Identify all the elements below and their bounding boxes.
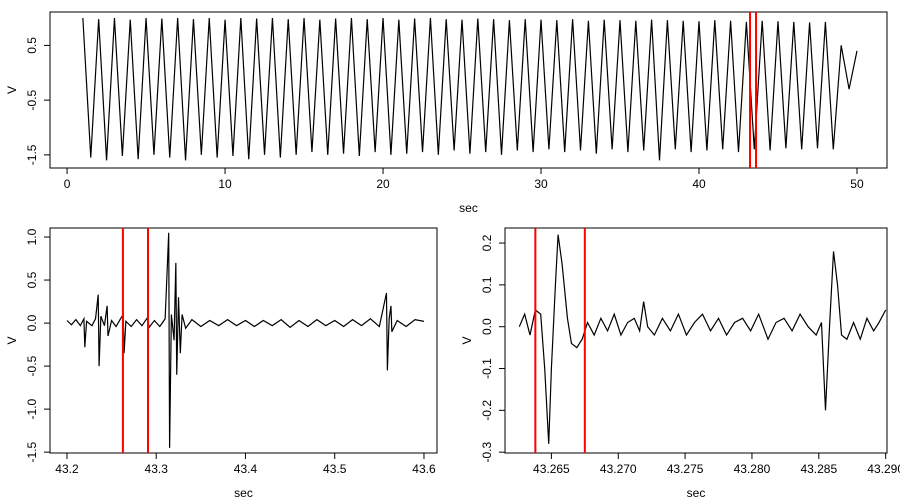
x-tick-label: 43.5 (323, 462, 347, 476)
x-axis-label: sec (687, 486, 706, 500)
x-tick-label: 43.280 (734, 462, 771, 476)
y-tick-label: 0.0 (480, 318, 494, 335)
x-axis-label: sec (234, 486, 253, 500)
x-tick-label: 10 (218, 177, 232, 191)
y-tick-label: -0.5 (25, 89, 39, 110)
x-tick-label: 40 (692, 177, 706, 191)
y-tick-label: 1.0 (25, 228, 39, 245)
y-tick-label: 0.0 (25, 314, 39, 331)
y-tick-label: 0.5 (25, 271, 39, 288)
y-tick-label: -0.1 (480, 358, 494, 379)
y-tick-label: 0.1 (480, 276, 494, 293)
x-axis-label: sec (459, 201, 478, 215)
x-tick-label: 43.4 (234, 462, 258, 476)
plot-box (49, 227, 438, 454)
x-tick-label: 43.265 (533, 462, 570, 476)
signal-trace (66, 232, 425, 448)
x-tick-label: 43.275 (667, 462, 704, 476)
x-tick-label: 50 (850, 177, 864, 191)
signal-trace (82, 17, 858, 161)
y-tick-label: -1.5 (25, 441, 39, 462)
y-axis-label: V (5, 336, 19, 344)
y-axis-label: V (460, 336, 474, 344)
x-tick-label: 43.285 (800, 462, 837, 476)
y-tick-label: -0.2 (480, 400, 494, 421)
y-axis-label: V (5, 86, 19, 94)
y-tick-label: 0.2 (480, 234, 494, 251)
y-tick-label: -1.5 (25, 144, 39, 165)
y-tick-label: -1.0 (25, 398, 39, 419)
x-tick-label: 43.290 (867, 462, 900, 476)
x-tick-label: 30 (534, 177, 548, 191)
y-tick-label: -0.5 (25, 355, 39, 376)
x-tick-label: 43.3 (145, 462, 169, 476)
y-tick-label: -0.3 (480, 442, 494, 463)
x-tick-label: 20 (376, 177, 390, 191)
x-tick-label: 43.6 (412, 462, 436, 476)
y-tick-label: 0.5 (25, 37, 39, 54)
x-tick-label: 0 (64, 177, 71, 191)
x-tick-label: 43.270 (600, 462, 637, 476)
signal-trace (518, 234, 887, 444)
x-tick-label: 43.2 (55, 462, 79, 476)
